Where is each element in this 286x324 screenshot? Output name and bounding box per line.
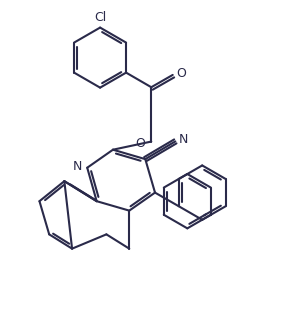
Text: N: N <box>73 160 82 173</box>
Text: Cl: Cl <box>94 11 106 24</box>
Text: O: O <box>176 67 186 80</box>
Text: N: N <box>179 133 188 146</box>
Text: O: O <box>135 137 145 150</box>
